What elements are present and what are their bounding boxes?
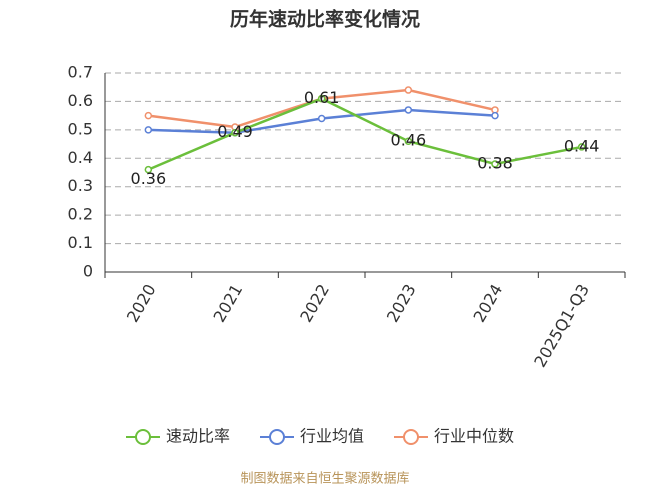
x-tick-label: 2023 bbox=[383, 281, 420, 326]
legend-marker bbox=[135, 429, 151, 445]
data-point bbox=[144, 126, 153, 134]
data-point bbox=[317, 114, 326, 123]
data-label: 0.38 bbox=[477, 153, 513, 172]
y-tick-label: 0.7 bbox=[68, 63, 93, 82]
data-point bbox=[491, 111, 499, 120]
data-label: 0.61 bbox=[304, 88, 340, 107]
legend-item: 行业均值 bbox=[260, 427, 364, 446]
data-point bbox=[577, 143, 586, 151]
chart-title: 历年速动比率变化情况 bbox=[230, 8, 420, 31]
x-tick-label: 2020 bbox=[123, 281, 160, 326]
legend-item: 行业中位数 bbox=[394, 427, 514, 446]
legend-label: 速动比率 bbox=[166, 427, 230, 446]
y-tick-label: 0.1 bbox=[68, 233, 93, 252]
legend-label: 行业中位数 bbox=[434, 427, 514, 446]
y-tick-label: 0.3 bbox=[68, 176, 93, 195]
data-point bbox=[491, 160, 499, 168]
x-tick-label: 2021 bbox=[210, 281, 247, 326]
legend-marker bbox=[269, 429, 285, 445]
data-point bbox=[404, 86, 413, 94]
source-note: 制图数据来自恒生聚源数据库 bbox=[240, 471, 409, 487]
x-tick-label: 2024 bbox=[470, 281, 507, 326]
series-line bbox=[147, 97, 582, 171]
legend-marker bbox=[403, 429, 419, 445]
data-label: 0.36 bbox=[131, 169, 167, 188]
data-point bbox=[404, 106, 413, 114]
y-tick-label: 0 bbox=[83, 262, 93, 281]
y-tick-label: 0.5 bbox=[68, 119, 93, 138]
legend-label: 行业均值 bbox=[300, 427, 364, 446]
y-tick-label: 0.4 bbox=[68, 148, 93, 167]
data-point bbox=[144, 111, 153, 120]
data-label: 0.46 bbox=[391, 131, 427, 150]
data-point bbox=[231, 128, 239, 137]
y-tick-label: 0.6 bbox=[68, 91, 93, 110]
x-tick-label: 2022 bbox=[296, 281, 333, 326]
data-label: 0.44 bbox=[564, 136, 600, 155]
y-tick-label: 0.2 bbox=[68, 205, 93, 224]
data-label: 0.49 bbox=[217, 122, 253, 141]
legend-item: 速动比率 bbox=[126, 427, 230, 446]
x-tick-label: 2025Q1-Q3 bbox=[530, 281, 593, 371]
data-point bbox=[404, 137, 413, 145]
data-point bbox=[144, 165, 153, 174]
data-point bbox=[317, 94, 326, 103]
